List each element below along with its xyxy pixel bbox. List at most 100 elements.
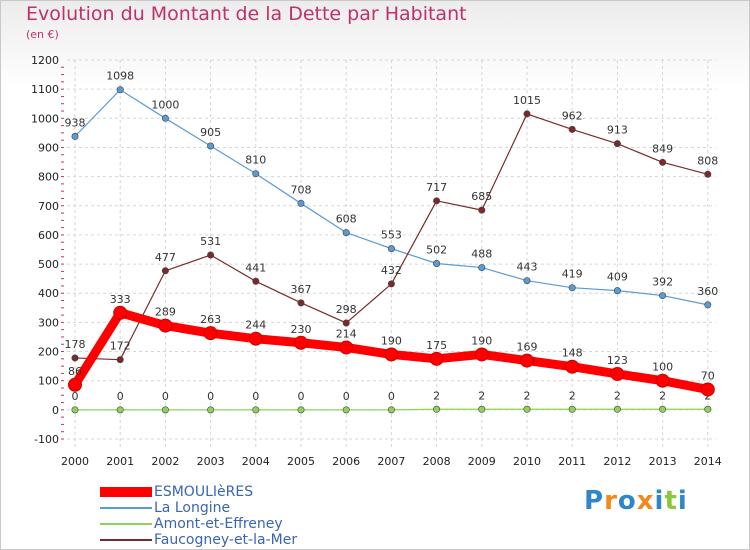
data-point-la-longine-2003	[207, 142, 215, 150]
data-point-esmoulieres-2000	[68, 377, 82, 392]
x-tick-label-2000: 2000	[61, 455, 89, 468]
data-label-la-longine-2014: 360	[697, 285, 718, 298]
x-tick-label-2014: 2014	[694, 455, 722, 468]
legend-label-amont-et-effreney: Amont-et-Effreney	[154, 516, 283, 532]
data-label-faucogney-et-la-mer-2001: 172	[110, 340, 131, 353]
data-point-la-longine-2006	[342, 229, 350, 237]
data-point-esmoulieres-2013	[655, 373, 670, 388]
data-label-esmoulieres-2001: 333	[110, 293, 131, 306]
data-label-faucogney-et-la-mer-2006: 298	[336, 303, 357, 316]
data-point-la-longine-2004	[252, 170, 260, 178]
data-label-faucogney-et-la-mer-2011: 962	[562, 109, 583, 122]
x-tick-label-2009: 2009	[468, 455, 496, 468]
data-point-la-longine-2000	[71, 132, 79, 140]
data-point-esmoulieres-2004	[248, 331, 263, 346]
legend-swatch-amont-et-effreney	[100, 523, 152, 525]
data-label-amont-et-effreney-2011: 2	[569, 389, 576, 402]
data-point-amont-et-effreney-2000	[71, 406, 79, 414]
data-label-esmoulieres-2007: 190	[381, 334, 402, 347]
data-point-amont-et-effreney-2010	[523, 405, 531, 413]
data-point-faucogney-et-la-mer-2011	[568, 125, 576, 133]
data-label-esmoulieres-2009: 190	[471, 334, 492, 347]
data-label-la-longine-2007: 553	[381, 229, 402, 242]
y-tick-label-0: 0	[52, 404, 59, 417]
data-point-la-longine-2001	[116, 86, 124, 94]
data-label-amont-et-effreney-2013: 2	[659, 389, 666, 402]
data-point-la-longine-2007	[387, 245, 395, 253]
data-label-esmoulieres-2013: 100	[652, 361, 673, 374]
data-label-faucogney-et-la-mer-2004: 441	[245, 261, 266, 274]
y-tick-label-200: 200	[38, 346, 59, 359]
data-point-amont-et-effreney-2012	[613, 405, 621, 413]
y-tick-label--100: -100	[34, 433, 59, 446]
legend-swatch-esmoulieres	[100, 487, 152, 497]
legend-label-esmoulieres: ESMOULIèRES	[154, 484, 254, 500]
data-point-esmoulieres-2010	[520, 353, 534, 368]
data-point-amont-et-effreney-2002	[161, 406, 169, 414]
data-label-la-longine-2004: 810	[245, 154, 266, 167]
data-point-amont-et-effreney-2013	[659, 405, 667, 413]
data-point-la-longine-2012	[613, 287, 621, 295]
legend-swatch-faucogney-et-la-mer	[100, 539, 152, 541]
data-point-esmoulieres-2014	[700, 382, 715, 397]
chart-title: Evolution du Montant de la Dette par Hab…	[26, 3, 467, 25]
x-tick-label-2008: 2008	[423, 455, 451, 468]
data-label-la-longine-2003: 905	[200, 126, 221, 139]
logo-letter: t	[664, 486, 678, 516]
data-label-la-longine-2011: 419	[562, 268, 583, 281]
data-label-faucogney-et-la-mer-2012: 913	[607, 124, 628, 137]
data-label-amont-et-effreney-2006: 0	[343, 390, 350, 403]
data-point-esmoulieres-2011	[565, 359, 580, 374]
data-point-amont-et-effreney-2003	[207, 406, 215, 414]
data-point-faucogney-et-la-mer-2005	[297, 299, 305, 307]
legend-label-la-longine: La Longine	[154, 500, 231, 516]
legend-label-faucogney-et-la-mer: Faucogney-et-la-Mer	[154, 532, 298, 548]
x-tick-label-2001: 2001	[106, 455, 134, 468]
data-point-esmoulieres-2012	[610, 366, 625, 381]
data-point-amont-et-effreney-2009	[478, 405, 486, 413]
y-tick-label-800: 800	[38, 171, 59, 184]
data-point-esmoulieres-2001	[113, 305, 128, 320]
data-point-esmoulieres-2005	[294, 335, 308, 350]
data-point-faucogney-et-la-mer-2008	[433, 197, 441, 205]
data-point-la-longine-2002	[161, 114, 169, 122]
data-label-faucogney-et-la-mer-2010: 1015	[513, 94, 541, 107]
data-point-la-longine-2011	[568, 284, 576, 292]
data-point-faucogney-et-la-mer-2013	[659, 158, 667, 166]
x-tick-label-2011: 2011	[558, 455, 586, 468]
data-point-faucogney-et-la-mer-2007	[387, 280, 395, 288]
data-point-faucogney-et-la-mer-2006	[342, 319, 350, 327]
data-point-faucogney-et-la-mer-2001	[116, 356, 124, 364]
data-label-esmoulieres-2008: 175	[426, 339, 447, 352]
data-label-esmoulieres-2012: 123	[607, 354, 628, 367]
data-point-esmoulieres-2003	[203, 326, 218, 341]
x-tick-label-2006: 2006	[332, 455, 360, 468]
data-point-faucogney-et-la-mer-2002	[161, 267, 169, 275]
data-point-amont-et-effreney-2008	[433, 405, 441, 413]
data-label-amont-et-effreney-2009: 2	[478, 389, 485, 402]
y-tick-label-300: 300	[38, 316, 59, 329]
logo-letter: i	[677, 486, 688, 516]
y-tick-label-1200: 1200	[31, 54, 59, 67]
data-point-amont-et-effreney-2014	[704, 405, 712, 413]
data-label-esmoulieres-2014: 70	[701, 369, 715, 382]
x-tick-label-2007: 2007	[377, 455, 405, 468]
data-label-amont-et-effreney-2003: 0	[207, 390, 214, 403]
chart-subtitle: (en €)	[26, 28, 59, 41]
data-point-faucogney-et-la-mer-2003	[207, 251, 215, 259]
data-label-faucogney-et-la-mer-2009: 685	[471, 190, 492, 203]
data-label-la-longine-2006: 608	[336, 213, 357, 226]
data-label-esmoulieres-2006: 214	[336, 327, 357, 340]
data-point-la-longine-2014	[704, 301, 712, 309]
data-point-la-longine-2005	[297, 199, 305, 207]
data-label-amont-et-effreney-2007: 0	[388, 390, 395, 403]
data-label-amont-et-effreney-2008: 2	[433, 389, 440, 402]
data-label-la-longine-2001: 1098	[106, 70, 134, 83]
data-point-amont-et-effreney-2005	[297, 406, 305, 414]
y-tick-label-700: 700	[38, 200, 59, 213]
x-tick-label-2004: 2004	[242, 455, 270, 468]
data-label-amont-et-effreney-2012: 2	[614, 389, 621, 402]
data-label-faucogney-et-la-mer-2000: 178	[65, 338, 86, 351]
